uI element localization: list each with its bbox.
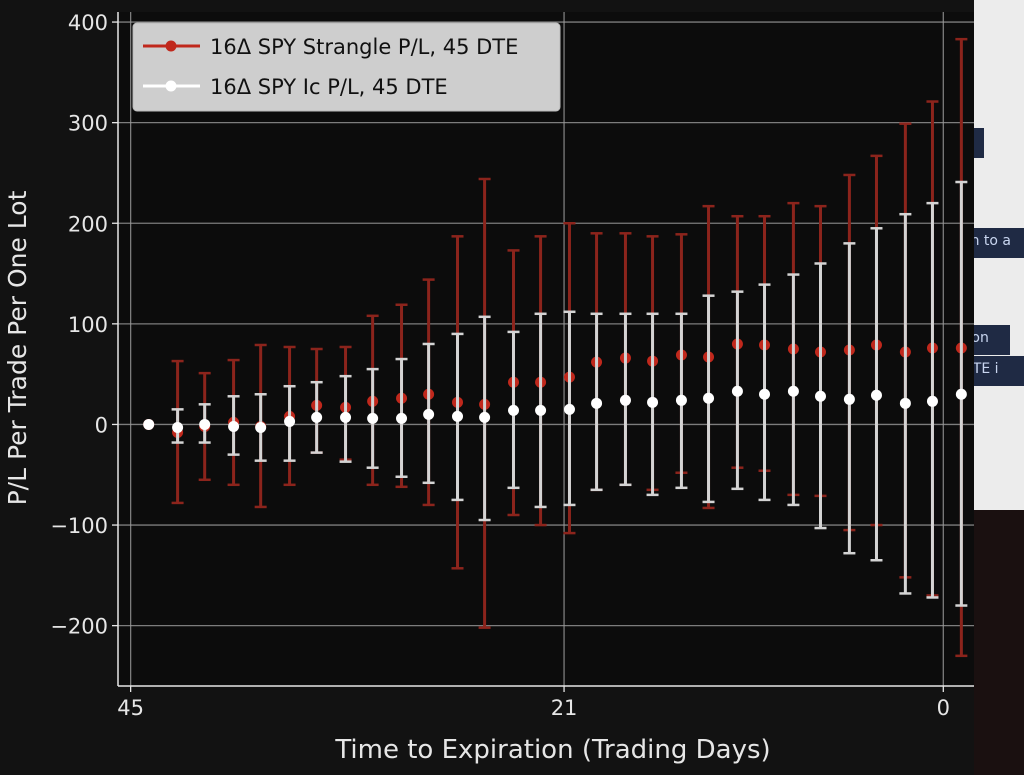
data-point-ic bbox=[423, 408, 435, 420]
data-point-ic bbox=[199, 418, 211, 430]
grid bbox=[118, 12, 974, 686]
legend-swatch-marker bbox=[165, 80, 177, 92]
y-tick-label: 400 bbox=[68, 11, 108, 35]
data-point-ic bbox=[899, 397, 911, 409]
data-point-ic bbox=[172, 421, 184, 433]
data-point-ic bbox=[619, 394, 631, 406]
y-tick-label: 0 bbox=[95, 413, 108, 437]
axes: −200 −100 0 100 200 300 400 45 21 0 bbox=[50, 11, 974, 720]
data-point-ic bbox=[787, 385, 799, 397]
data-point-ic bbox=[870, 389, 882, 401]
legend-label: 16Δ SPY Strangle P/L, 45 DTE bbox=[210, 35, 518, 59]
series-ic bbox=[143, 180, 968, 607]
x-tick-label: 0 bbox=[937, 696, 950, 720]
y-tick-label: 300 bbox=[68, 112, 108, 136]
y-tick-label: −100 bbox=[50, 514, 108, 538]
chart: −200 −100 0 100 200 300 400 45 21 0 16Δ SPY Stran… bbox=[3, 11, 974, 765]
data-point-ic bbox=[143, 418, 155, 430]
y-axis-label: P/L Per Trade Per One Lot bbox=[3, 190, 32, 505]
x-tick-label: 21 bbox=[551, 696, 578, 720]
legend-swatch-marker bbox=[165, 40, 177, 52]
data-point-ic bbox=[843, 393, 855, 405]
legend-box bbox=[132, 22, 561, 112]
x-axis-label: Time to Expiration (Trading Days) bbox=[334, 735, 770, 765]
data-point-ic bbox=[311, 411, 323, 423]
side-panel-text: on to a bbox=[962, 233, 1011, 249]
y-tick-label: −200 bbox=[50, 615, 108, 639]
data-point-ic bbox=[926, 395, 938, 407]
data-point-ic bbox=[507, 404, 519, 416]
data-point-ic bbox=[703, 392, 715, 404]
data-point-ic bbox=[814, 390, 826, 402]
data-point-ic bbox=[367, 412, 379, 424]
x-tick-label: 45 bbox=[117, 696, 144, 720]
data-point-ic bbox=[647, 396, 659, 408]
y-tick-label: 200 bbox=[68, 212, 108, 236]
data-point-ic bbox=[255, 421, 267, 433]
side-panel-bottom bbox=[974, 510, 1024, 775]
data-point-ic bbox=[228, 420, 240, 432]
data-point-ic bbox=[759, 388, 771, 400]
legend: 16Δ SPY Strangle P/L, 45 DTE 16Δ SPY Ic P… bbox=[132, 22, 561, 112]
data-point-ic bbox=[479, 411, 491, 423]
data-point-ic bbox=[452, 410, 464, 422]
data-point-ic bbox=[955, 388, 967, 400]
legend-label: 16Δ SPY Ic P/L, 45 DTE bbox=[210, 75, 448, 99]
data-point-ic bbox=[563, 403, 575, 415]
data-point-ic bbox=[591, 397, 603, 409]
data-point-ic bbox=[284, 415, 296, 427]
data-point-ic bbox=[675, 394, 687, 406]
data-point-ic bbox=[340, 411, 352, 423]
series bbox=[143, 37, 968, 658]
data-point-ic bbox=[731, 385, 743, 397]
data-point-ic bbox=[535, 404, 547, 416]
y-tick-label: 100 bbox=[68, 313, 108, 337]
data-point-ic bbox=[396, 412, 408, 424]
